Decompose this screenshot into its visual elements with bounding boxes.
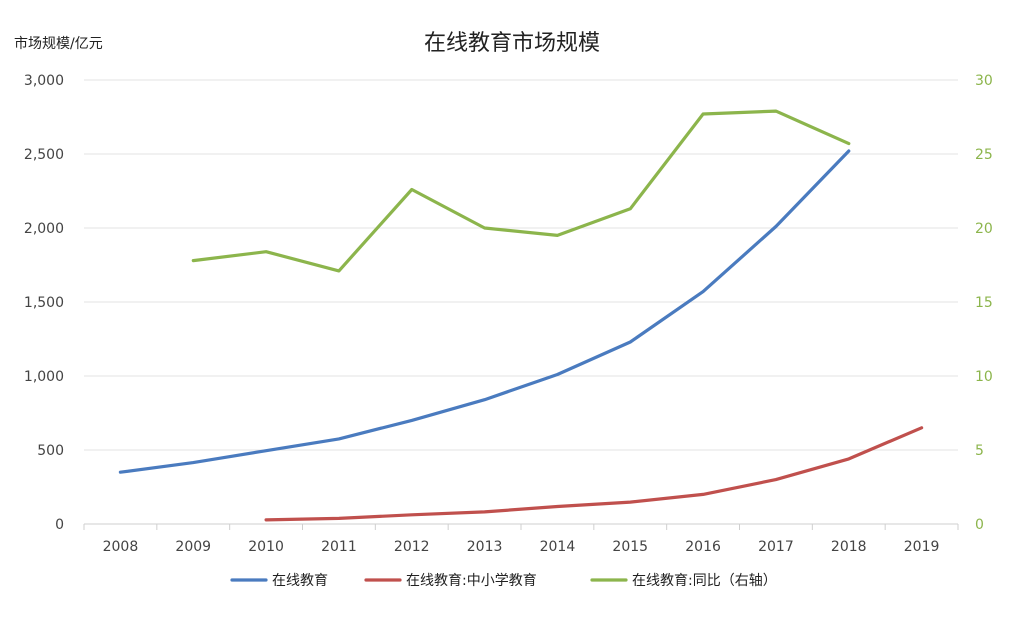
legend: 在线教育 在线教育:中小学教育 在线教育:同比（右轴）	[230, 573, 777, 589]
series-line-0	[118, 149, 851, 474]
y-tick-label: 2,000	[24, 221, 64, 237]
series-line-1	[264, 426, 924, 522]
series-line-2	[191, 109, 851, 273]
y-tick-label: 2,500	[24, 147, 64, 163]
legend-label-2: 在线教育:同比（右轴）	[632, 573, 777, 589]
y2-tick-label: 0	[975, 517, 984, 533]
x-tick-label: 2016	[685, 539, 721, 555]
x-tick-label: 2017	[758, 539, 794, 555]
y-axis-left-ticks: 0 500 1,000 1,500 2,000 2,500 3,000	[24, 73, 64, 533]
y2-tick-label: 15	[975, 295, 993, 311]
y-tick-label: 500	[37, 443, 64, 459]
x-tick-label: 2011	[321, 539, 357, 555]
x-tick-label: 2014	[540, 539, 576, 555]
y2-tick-label: 20	[975, 221, 993, 237]
x-axis-ticks: 2008 2009 2010 2011 2012 2013 2014 2015 2016 2017…	[83, 524, 959, 555]
y-axis-label: 市场规模/亿元	[14, 35, 103, 52]
x-tick-label: 2012	[394, 539, 430, 555]
legend-label-1: 在线教育:中小学教育	[406, 573, 537, 589]
y2-tick-label: 10	[975, 369, 993, 385]
y-tick-label: 0	[55, 517, 64, 533]
series-lines	[118, 109, 924, 522]
x-tick-label: 2008	[103, 539, 139, 555]
x-tick-label: 2009	[175, 539, 211, 555]
y2-tick-label: 30	[975, 73, 993, 89]
chart-title: 在线教育市场规模	[424, 31, 600, 56]
y-tick-label: 1,000	[24, 369, 64, 385]
legend-label-0: 在线教育	[272, 573, 328, 589]
y2-tick-label: 25	[975, 147, 993, 163]
x-tick-label: 2010	[248, 539, 284, 555]
x-tick-label: 2018	[831, 539, 867, 555]
x-tick-label: 2019	[904, 539, 940, 555]
y-tick-label: 3,000	[24, 73, 64, 89]
x-tick-label: 2015	[612, 539, 648, 555]
gridlines	[84, 79, 958, 451]
y-axis-right-ticks: 0 5 10 15 20 25 30	[975, 73, 993, 533]
x-tick-label: 2013	[467, 539, 503, 555]
y-tick-label: 1,500	[24, 295, 64, 311]
y2-tick-label: 5	[975, 443, 984, 459]
